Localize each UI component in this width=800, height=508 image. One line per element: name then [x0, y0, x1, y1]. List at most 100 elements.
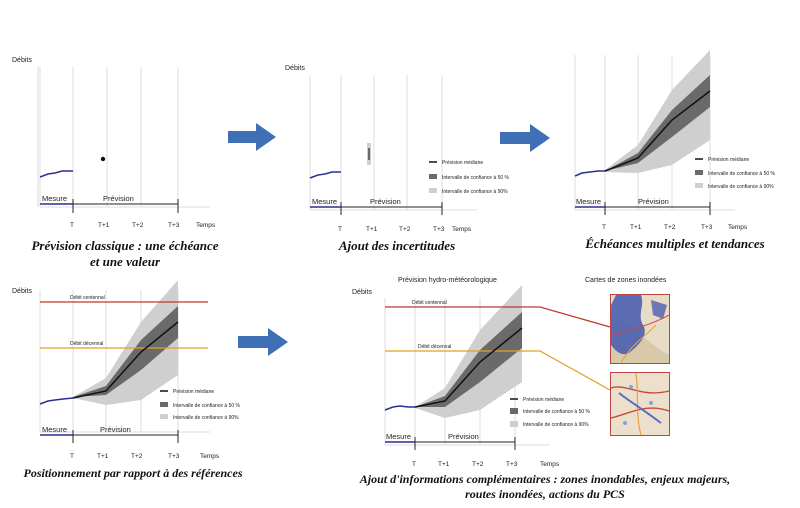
chart-hydro-meteo: Prévision hydro-météorologique Débits Dé…: [352, 277, 611, 468]
x-axis-label: Temps: [540, 461, 560, 468]
panel-uncertainty: Débits Prévision médiane Intervalle de c…: [282, 55, 510, 240]
measure-line: [39, 170, 73, 178]
chart-title: Prévision hydro-météorologique: [398, 277, 497, 284]
caption-classic: Prévision classique : une échéance et un…: [20, 238, 230, 270]
tick-label: T+1: [438, 461, 450, 468]
flood-map-bottom: [610, 372, 670, 436]
chart-uncertainty: Débits Prévision médiane Intervalle de c…: [285, 65, 510, 233]
legend-ci50: Intervalle de confiance à 50 %: [173, 403, 241, 409]
tick-label: T: [412, 461, 416, 468]
legend-ci90: Intervalle de confiance à 90%: [173, 415, 239, 421]
caption-references: Positionnement par rapport à des référen…: [8, 465, 258, 481]
forecast-label: Prévision: [370, 197, 401, 206]
tick-label: T+2: [131, 453, 143, 460]
centennial-line: [385, 306, 611, 328]
caption-line: Positionnement par rapport à des référen…: [23, 466, 243, 480]
measure-line: [574, 170, 605, 177]
measure-label: Mesure: [312, 197, 337, 206]
median-line: [72, 321, 179, 399]
median-line: [414, 327, 523, 408]
tick-label: T+1: [366, 226, 378, 233]
legend-ci50: Intervalle de confiance à 50 %: [708, 171, 776, 177]
ci90-band: [73, 280, 178, 405]
legend-median: Prévision médiane: [708, 157, 749, 163]
legend-ci50: Intervalle de confiance à 50 %: [442, 175, 510, 181]
tick-label: T+1: [630, 224, 642, 231]
measure-label: Mesure: [576, 197, 601, 206]
tick-label: T+2: [399, 226, 411, 233]
x-axis-label: Temps: [200, 453, 220, 460]
measure-line: [384, 405, 415, 411]
tick-label: T+3: [701, 224, 713, 231]
caption-line: routes inondées, actions du PCS: [465, 487, 625, 501]
ci50-band: [415, 312, 522, 407]
measure-label: Mesure: [42, 194, 67, 203]
forecast-label: Prévision: [638, 197, 669, 206]
caption-multiple-horizons: Échéances multiples et tendances: [570, 236, 780, 252]
x-axis-label: Temps: [196, 222, 216, 229]
legend-ci90: Intervalle de confiance à 90%: [708, 184, 774, 190]
centennial-label: Débit centennal: [70, 295, 105, 301]
arrow-right-icon: [238, 328, 288, 356]
decennial-label: Débit décennal: [418, 344, 451, 350]
caption-line: Ajout d'informations complémentaires : z…: [359, 472, 731, 486]
ci50-band: [605, 75, 710, 171]
ci50-band: [73, 306, 178, 397]
panel-classic-forecast: Débits Mesure Prévision T T+1 T+2 T+3 Te…: [10, 55, 225, 240]
legend-ci50: Intervalle de confiance à 50 %: [523, 409, 591, 415]
caption-line: Ajout des incertitudes: [338, 238, 456, 253]
y-axis-label: Débits: [285, 65, 305, 72]
tick-label: T+2: [132, 222, 144, 229]
tick-label: T+3: [168, 453, 180, 460]
tick-label: T+1: [98, 222, 110, 229]
legend-ci90: Intervalle de confiance à 90%: [442, 189, 508, 195]
legend-median: Prévision médiane: [173, 389, 214, 395]
caption-line: et une valeur: [89, 254, 161, 269]
tick-label: T+1: [97, 453, 109, 460]
panel-multiple-horizons: Prévision médiane Intervalle de confianc…: [560, 45, 790, 240]
measure-line: [309, 171, 341, 179]
y-axis-label: Débits: [352, 289, 372, 296]
panel-additional-info: Prévision hydro-météorologique Débits Dé…: [340, 270, 670, 470]
x-axis-label: Temps: [452, 226, 472, 233]
chart-multiple-horizons: Prévision médiane Intervalle de confianc…: [574, 50, 776, 231]
decennial-label: Débit décennal: [70, 341, 103, 347]
tick-label: T+3: [168, 222, 180, 229]
tick-label: T+2: [472, 461, 484, 468]
centennial-label: Débit centennal: [412, 300, 447, 306]
tick-label: T: [70, 453, 74, 460]
legend-median: Prévision médiane: [523, 397, 564, 403]
maps-title: Cartes de zones inondées: [585, 277, 667, 284]
chart-classic: Débits Mesure Prévision T T+1 T+2 T+3 Te…: [12, 57, 216, 229]
legend-ci90: Intervalle de confiance à 90%: [523, 422, 589, 428]
tick-label: T: [70, 222, 74, 229]
tick-label: T+3: [433, 226, 445, 233]
chart-references: Débits Débit centennal Débit décennal Pr…: [12, 280, 241, 460]
y-axis-label: Débits: [12, 57, 32, 64]
tick-label: T+2: [664, 224, 676, 231]
ci50-band: [368, 148, 370, 160]
y-axis-label: Débits: [12, 288, 32, 295]
measure-line: [39, 397, 74, 405]
arrow-right-icon: [500, 124, 550, 152]
forecast-label: Prévision: [448, 432, 479, 441]
decennial-line: [385, 350, 611, 391]
caption-line: Échéances multiples et tendances: [585, 236, 765, 251]
tick-label: T: [602, 224, 606, 231]
forecast-label: Prévision: [103, 194, 134, 203]
x-axis-label: Temps: [728, 224, 748, 231]
caption-uncertainty: Ajout des incertitudes: [312, 238, 482, 254]
flood-map-top: [610, 294, 670, 364]
measure-label: Mesure: [386, 432, 411, 441]
tick-label: T+3: [506, 461, 518, 468]
panel-references: Débits Débit centennal Débit décennal Pr…: [10, 280, 241, 465]
measure-label: Mesure: [42, 425, 67, 434]
tick-label: T: [338, 226, 342, 233]
caption-additional-info: Ajout d'informations complémentaires : z…: [325, 472, 765, 502]
median-line: [604, 90, 711, 172]
arrow-right-icon: [228, 123, 276, 151]
forecast-label: Prévision: [100, 425, 131, 434]
ci90-band: [605, 50, 710, 173]
legend-median: Prévision médiane: [442, 160, 483, 166]
caption-line: Prévision classique : une échéance: [31, 238, 219, 253]
